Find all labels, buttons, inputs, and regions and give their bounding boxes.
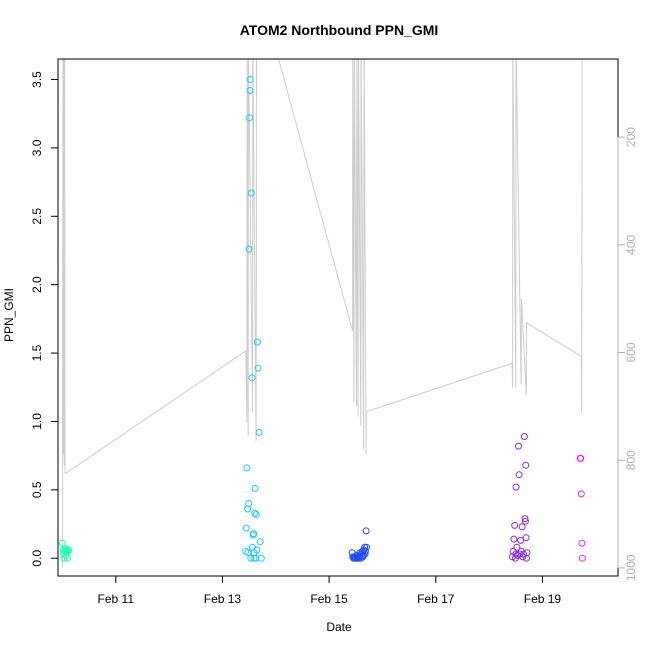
data-point <box>61 547 69 555</box>
data-point <box>522 461 530 469</box>
y-tick-label: 2.0 <box>30 276 44 293</box>
data-point <box>518 523 526 531</box>
data-point <box>362 527 370 535</box>
data-point <box>63 546 70 554</box>
data-point <box>517 536 525 544</box>
data-point <box>512 483 520 491</box>
data-point <box>250 554 258 562</box>
data-point <box>577 454 585 462</box>
data-point <box>522 534 530 542</box>
data-point <box>578 554 586 562</box>
data-point <box>248 374 256 382</box>
secondary-y-tick-label: 200 <box>624 127 638 147</box>
plot-frame <box>57 58 619 577</box>
y-tick-label: 2.5 <box>30 208 44 225</box>
data-point <box>510 535 518 543</box>
data-point <box>515 471 523 479</box>
data-point <box>512 550 520 558</box>
data-point <box>513 543 521 551</box>
x-tick-label: Feb 11 <box>98 592 135 606</box>
y-tick-label: 3.5 <box>30 71 44 88</box>
y-axis: 0.0 0.5 1.0 1.5 2.0 2.5 3.0 3.5 <box>30 71 59 567</box>
x-tick-label: Feb 13 <box>204 592 242 606</box>
y-tick-label: 0.5 <box>30 481 44 498</box>
chart-title: ATOM2 Northbound PPN_GMI <box>240 22 439 38</box>
data-point <box>511 521 519 529</box>
data-point <box>578 539 586 547</box>
data-point <box>521 515 529 523</box>
x-tick-label: Feb 19 <box>524 592 562 606</box>
data-point <box>247 189 255 197</box>
data-point <box>521 517 529 525</box>
data-point <box>65 546 73 554</box>
data-point <box>251 485 259 492</box>
data-point <box>514 442 522 450</box>
secondary-y-tick-label: 600 <box>624 342 638 362</box>
data-point <box>245 500 253 507</box>
data-point <box>63 554 71 562</box>
data-point <box>251 509 259 517</box>
x-tick-label: Feb 17 <box>417 592 455 606</box>
y-tick-label: 3.0 <box>30 139 44 156</box>
data-point <box>255 428 263 436</box>
data-point <box>253 546 261 554</box>
data-point <box>58 539 66 547</box>
data-point <box>249 531 257 539</box>
data-point <box>257 554 265 562</box>
data-point <box>246 87 254 94</box>
data-point <box>247 554 255 562</box>
data-point <box>254 364 262 372</box>
data-point <box>245 245 253 253</box>
x-axis-label: Date <box>326 620 352 634</box>
x-axis: Feb 11 Feb 13 Feb 15 Feb 17 Feb 19 <box>98 575 562 606</box>
secondary-y-tick-label: 1000 <box>624 554 638 581</box>
secondary-line-layer <box>62 59 583 568</box>
data-point <box>520 433 528 440</box>
data-point <box>244 505 252 513</box>
data-point <box>523 549 531 557</box>
secondary-y-tick-label: 400 <box>624 234 638 254</box>
x-tick-label: Feb 15 <box>310 592 348 606</box>
data-point <box>256 538 264 546</box>
secondary-y-tick-label: 800 <box>624 450 638 470</box>
secondary-series-line <box>62 59 583 568</box>
data-point <box>519 553 527 561</box>
data-point <box>242 524 250 532</box>
y-axis-label: PPN_GMI <box>2 288 16 342</box>
data-point <box>246 76 254 83</box>
data-point <box>577 490 585 498</box>
data-point <box>361 547 369 555</box>
y-tick-label: 0.0 <box>30 550 44 567</box>
data-point <box>361 550 369 558</box>
data-point <box>252 511 260 518</box>
data-point <box>243 464 251 472</box>
secondary-y-axis: 200 400 600 800 1000 <box>617 127 638 581</box>
data-point <box>253 338 261 346</box>
data-points-layer <box>58 76 586 562</box>
y-tick-label: 1.5 <box>30 344 44 361</box>
y-tick-label: 1.0 <box>30 413 44 430</box>
data-point <box>363 543 370 551</box>
data-point <box>246 114 253 122</box>
